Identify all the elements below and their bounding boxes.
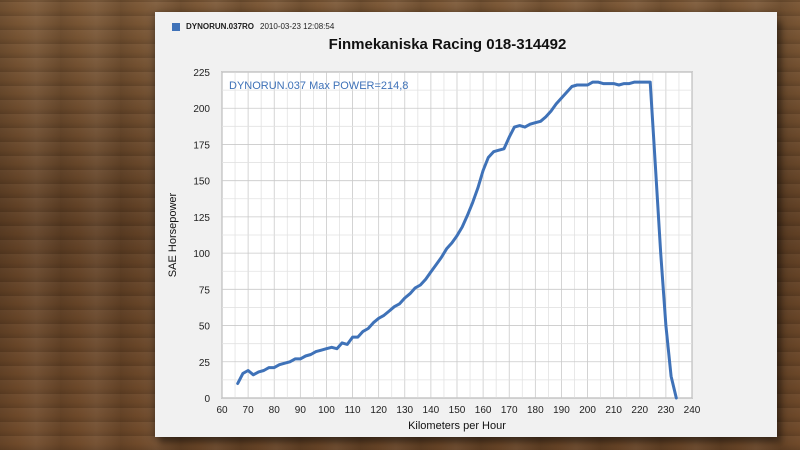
y-tick-label: 50 bbox=[199, 322, 211, 333]
y-tick-label: 0 bbox=[204, 394, 210, 405]
x-tick-label: 170 bbox=[501, 405, 518, 416]
y-tick-label: 125 bbox=[193, 213, 210, 224]
x-tick-label: 180 bbox=[527, 405, 544, 416]
x-tick-label: 190 bbox=[553, 405, 570, 416]
legend-timestamp: 2010-03-23 12:08:54 bbox=[260, 22, 335, 31]
x-tick-label: 240 bbox=[684, 405, 701, 416]
y-tick-label: 225 bbox=[193, 68, 210, 79]
x-tick-label: 100 bbox=[318, 405, 335, 416]
x-tick-label: 90 bbox=[295, 405, 307, 416]
x-tick-label: 70 bbox=[243, 405, 255, 416]
x-tick-label: 210 bbox=[605, 405, 622, 416]
max-power-annotation: DYNORUN.037 Max POWER=214,8 bbox=[229, 80, 408, 92]
legend: DYNORUN.037RO 2010-03-23 12:08:54 bbox=[172, 22, 334, 31]
x-tick-label: 200 bbox=[579, 405, 596, 416]
y-tick-label: 25 bbox=[199, 358, 211, 369]
y-tick-label: 175 bbox=[193, 140, 210, 151]
x-tick-label: 220 bbox=[631, 405, 648, 416]
x-tick-label: 60 bbox=[216, 405, 228, 416]
x-tick-label: 140 bbox=[423, 405, 440, 416]
x-tick-label: 150 bbox=[449, 405, 466, 416]
tick-labels: 60 70 80 90 100 110 120 130 140 150 160 170 180 190 20… bbox=[193, 68, 700, 416]
legend-series-name: DYNORUN.037RO bbox=[186, 22, 255, 31]
x-axis-label: Kilometers per Hour bbox=[408, 420, 506, 432]
x-tick-label: 130 bbox=[396, 405, 413, 416]
y-axis-label: SAE Horsepower bbox=[167, 192, 179, 277]
x-tick-label: 80 bbox=[269, 405, 281, 416]
x-tick-label: 110 bbox=[345, 405, 361, 416]
y-tick-label: 100 bbox=[193, 249, 210, 260]
legend-swatch bbox=[172, 22, 180, 31]
series-line-dynorun bbox=[236, 80, 678, 400]
x-tick-label: 160 bbox=[475, 405, 492, 416]
chart-title: Finmekaniska Racing 018-314492 bbox=[328, 36, 567, 53]
y-tick-label: 150 bbox=[193, 177, 210, 188]
x-tick-label: 120 bbox=[370, 405, 387, 416]
y-tick-label: 200 bbox=[193, 104, 210, 115]
grid-lines bbox=[221, 71, 693, 399]
y-tick-label: 75 bbox=[199, 285, 211, 296]
x-tick-label: 230 bbox=[658, 405, 675, 416]
